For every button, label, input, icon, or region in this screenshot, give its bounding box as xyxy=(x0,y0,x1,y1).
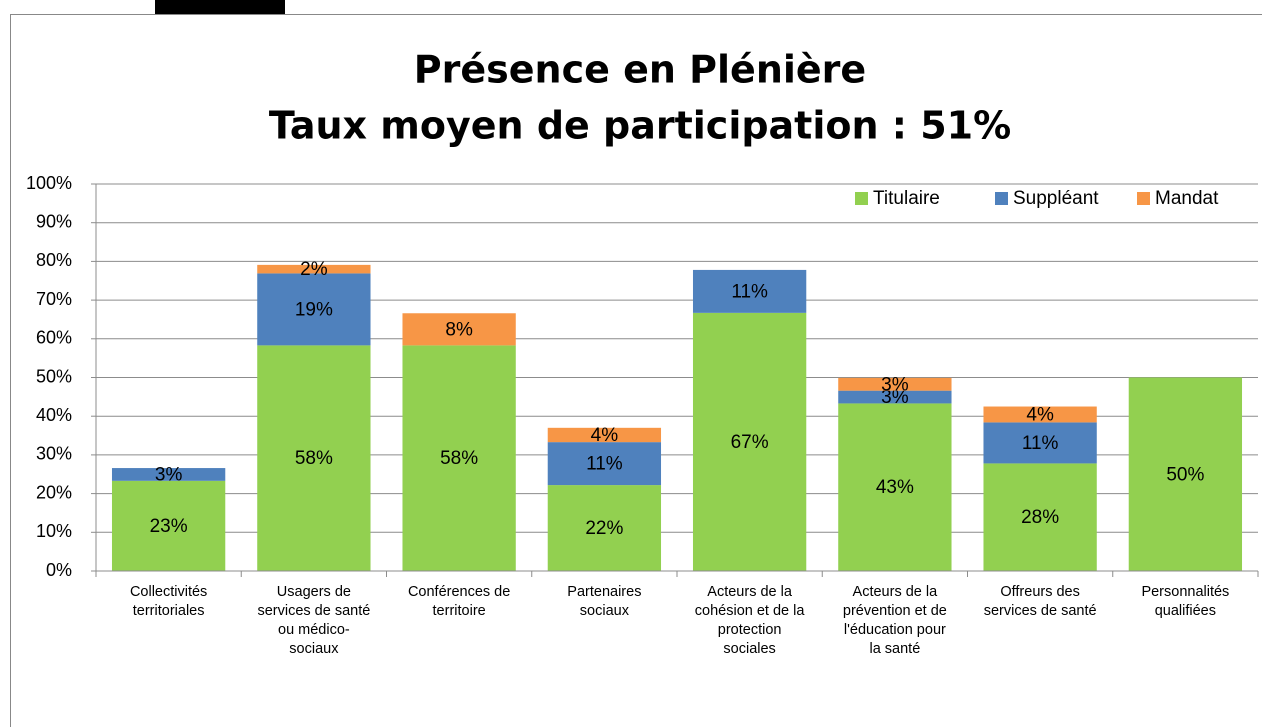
bar-segment xyxy=(547,427,662,443)
data-label: 23% xyxy=(150,516,188,537)
bar-segment xyxy=(983,463,1097,571)
chart-title: Présence en Plénière xyxy=(414,48,866,92)
data-label: 19% xyxy=(295,299,333,320)
y-tick-label: 100% xyxy=(26,173,72,193)
x-tick-label: sociaux xyxy=(580,603,630,619)
data-label: 3% xyxy=(155,464,183,485)
x-tick-label: Acteurs de la xyxy=(853,584,939,600)
top-bar xyxy=(155,0,285,14)
x-tick-label: Collectivités xyxy=(130,584,207,600)
data-label: 11% xyxy=(586,454,623,475)
y-tick-label: 90% xyxy=(36,211,72,231)
bar-segment xyxy=(111,480,226,571)
x-tick-label: Partenaires xyxy=(567,584,641,600)
legend-swatch xyxy=(995,192,1008,205)
data-label: 3% xyxy=(881,387,909,408)
data-label: 11% xyxy=(731,281,768,302)
bar-segment xyxy=(402,313,516,346)
data-label: 58% xyxy=(295,448,333,469)
legend-swatch xyxy=(1137,192,1150,205)
legend-label: Titulaire xyxy=(873,188,940,209)
x-tick-label: qualifiées xyxy=(1155,603,1216,619)
data-label: 22% xyxy=(585,518,623,539)
data-label: 67% xyxy=(731,432,769,453)
y-tick-label: 30% xyxy=(36,444,72,464)
bar-segment xyxy=(257,273,371,346)
x-tick-label: prévention et de xyxy=(843,603,947,619)
bar-segment xyxy=(111,468,226,481)
x-tick-label: Acteurs de la xyxy=(707,584,793,600)
bar-segment xyxy=(838,403,952,571)
data-label: 58% xyxy=(440,448,478,469)
x-tick-label: ou médico- xyxy=(278,622,350,638)
bar-segment xyxy=(692,269,807,313)
bar-segment xyxy=(257,345,371,571)
y-tick-label: 60% xyxy=(36,328,72,348)
y-tick-label: 20% xyxy=(36,482,72,502)
data-label: 50% xyxy=(1166,464,1204,485)
bar-segment xyxy=(983,406,1097,423)
data-label: 3% xyxy=(881,374,909,395)
data-label: 8% xyxy=(445,319,473,340)
data-label: 11% xyxy=(1022,433,1059,454)
bar-segment xyxy=(838,377,952,391)
bar-segment xyxy=(547,485,662,571)
x-tick-label: protection xyxy=(718,622,782,638)
y-tick-label: 0% xyxy=(46,560,72,580)
data-label: 43% xyxy=(876,477,914,498)
bar-segment xyxy=(257,264,371,274)
legend-label: Mandat xyxy=(1155,188,1219,209)
bar-segment xyxy=(1128,377,1243,571)
x-tick-label: la santé xyxy=(869,641,920,657)
data-label: 28% xyxy=(1021,507,1059,528)
legend-swatch xyxy=(855,192,868,205)
data-label: 4% xyxy=(591,425,619,446)
y-tick-label: 10% xyxy=(36,521,72,541)
x-tick-label: territoriales xyxy=(133,603,205,619)
y-tick-label: 70% xyxy=(36,289,72,309)
x-tick-label: sociaux xyxy=(289,641,339,657)
y-tick-label: 50% xyxy=(36,366,72,386)
chart-subtitle: Taux moyen de participation : 51% xyxy=(269,104,1011,148)
x-tick-label: l'éducation pour xyxy=(844,622,946,638)
bar-segment xyxy=(692,312,807,571)
y-tick-label: 80% xyxy=(36,250,72,270)
legend-label: Suppléant xyxy=(1013,188,1099,209)
chart-border xyxy=(10,14,1262,727)
bar-segment xyxy=(402,345,516,571)
x-tick-label: Personnalités xyxy=(1141,584,1229,600)
x-tick-label: services de santé xyxy=(257,603,370,619)
x-tick-label: cohésion et de la xyxy=(695,603,806,619)
x-tick-label: Conférences de xyxy=(408,584,510,600)
bar-segment xyxy=(838,390,952,404)
x-tick-label: territoire xyxy=(433,603,486,619)
y-tick-label: 40% xyxy=(36,405,72,425)
bar-segment xyxy=(547,442,662,486)
x-tick-label: services de santé xyxy=(984,603,1097,619)
x-tick-label: sociales xyxy=(723,641,775,657)
bar-segment xyxy=(983,422,1097,464)
x-tick-label: Usagers de xyxy=(277,584,351,600)
data-label: 2% xyxy=(300,259,328,280)
x-tick-label: Offreurs des xyxy=(1000,584,1080,600)
data-label: 4% xyxy=(1026,404,1054,425)
